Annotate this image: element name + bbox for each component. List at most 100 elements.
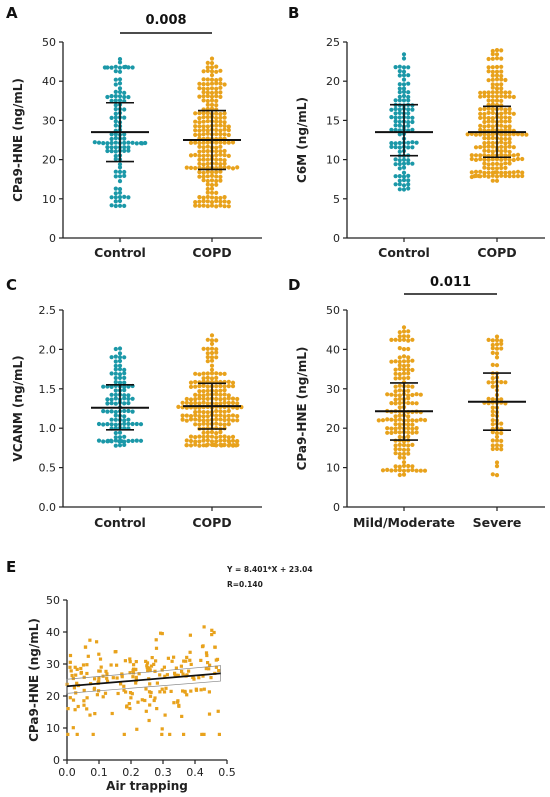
data-point <box>193 203 198 208</box>
data-point <box>105 401 110 406</box>
data-point <box>499 173 504 178</box>
data-point <box>85 707 89 711</box>
data-point <box>218 119 223 124</box>
data-point <box>503 145 508 150</box>
data-point <box>214 132 219 137</box>
data-point <box>197 153 202 158</box>
data-point <box>214 90 219 95</box>
data-point <box>209 178 215 183</box>
y-tick-label: 2.0 <box>39 343 57 356</box>
data-point <box>486 78 491 83</box>
data-point <box>109 371 114 376</box>
data-point <box>117 380 123 385</box>
data-point <box>109 115 114 120</box>
data-point <box>123 64 128 69</box>
data-point <box>181 689 185 693</box>
data-point <box>145 666 149 670</box>
data-point <box>214 409 219 414</box>
data-point <box>410 127 415 132</box>
data-point <box>486 98 491 103</box>
data-point <box>73 708 77 712</box>
data-point <box>88 713 92 717</box>
data-point <box>205 199 210 204</box>
data-point <box>230 400 236 405</box>
panel-letter: D <box>288 276 300 294</box>
data-point <box>218 401 223 406</box>
panel-e: E Y = 8.401*X + 23.04 R=0.140 0 10 20 30 40 50 0.… <box>6 558 313 793</box>
data-point <box>117 98 123 103</box>
data-point <box>201 94 206 99</box>
data-point <box>490 98 495 103</box>
data-point <box>494 363 500 368</box>
data-point <box>209 341 215 346</box>
data-point <box>201 203 206 208</box>
panel-a: A 0 10 20 30 40 50 CPa9-HNE (ng/mL) Control COPD 0… <box>6 4 262 260</box>
data-point <box>105 94 110 100</box>
data-point <box>150 656 154 660</box>
data-point <box>197 140 202 146</box>
data-point <box>209 77 215 82</box>
data-point <box>214 413 219 418</box>
data-point <box>122 145 127 150</box>
data-point <box>138 438 144 443</box>
data-point <box>218 85 223 90</box>
data-point <box>117 439 122 444</box>
data-point <box>201 418 206 423</box>
data-point <box>131 675 135 679</box>
data-point <box>406 359 411 364</box>
data-point <box>205 178 210 184</box>
data-point <box>490 52 495 57</box>
data-point <box>197 203 202 208</box>
data-point <box>192 677 196 681</box>
data-point <box>414 468 419 473</box>
data-point <box>209 182 215 188</box>
data-point <box>117 346 123 351</box>
data-point <box>393 359 398 364</box>
data-point <box>401 165 407 170</box>
data-point <box>130 65 135 70</box>
y-tick-label: 25 <box>326 36 340 49</box>
data-point <box>132 663 136 667</box>
data-point <box>173 671 177 675</box>
data-point <box>205 169 210 174</box>
data-point <box>188 165 194 170</box>
data-point <box>507 119 512 124</box>
data-point <box>168 732 172 736</box>
data-point <box>401 178 407 183</box>
data-point <box>507 124 512 129</box>
data-point <box>117 367 123 372</box>
data-point <box>222 82 227 87</box>
data-point <box>189 662 193 666</box>
data-point <box>205 375 210 380</box>
data-point <box>128 671 132 675</box>
data-point <box>401 82 407 87</box>
data-point <box>75 732 79 736</box>
data-point <box>160 668 164 672</box>
data-point <box>197 144 202 149</box>
data-point <box>180 669 184 674</box>
data-point <box>205 421 210 427</box>
data-point <box>401 371 407 376</box>
data-point <box>91 732 95 736</box>
data-point <box>183 690 187 694</box>
data-point <box>214 145 219 150</box>
data-point <box>490 446 495 452</box>
data-point <box>478 169 483 174</box>
data-point <box>205 68 210 73</box>
data-point <box>218 438 223 443</box>
y-tick-label: 15 <box>326 114 340 127</box>
data-point <box>218 384 223 389</box>
data-point <box>93 677 97 681</box>
data-point <box>96 140 102 145</box>
data-point <box>406 145 411 150</box>
data-point <box>499 397 504 402</box>
data-point <box>397 98 402 103</box>
data-point <box>218 81 223 86</box>
data-point <box>490 124 495 129</box>
data-point <box>144 709 148 713</box>
y-tick-label: 20 <box>326 422 340 435</box>
data-point <box>478 153 483 158</box>
data-point <box>117 60 123 65</box>
category-label: Severe <box>473 515 522 530</box>
data-point <box>92 687 96 691</box>
